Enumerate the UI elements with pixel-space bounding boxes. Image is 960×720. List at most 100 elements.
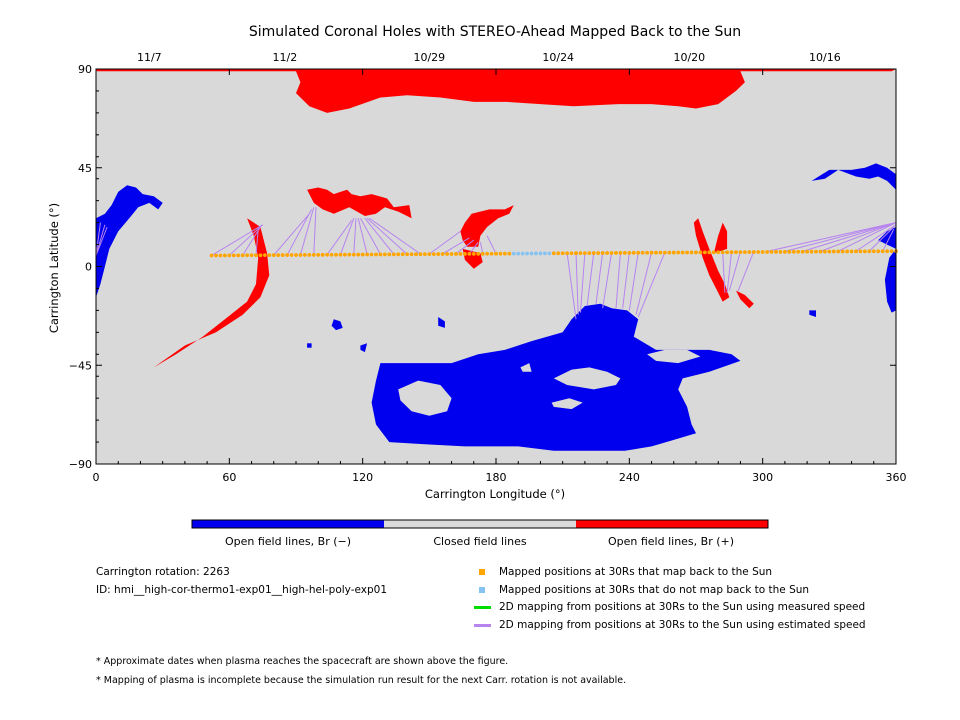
colorbar-positive xyxy=(576,520,768,528)
mapped-point-87 xyxy=(596,251,601,255)
measured-line-swatch xyxy=(474,606,491,609)
mapped-point-20 xyxy=(298,253,303,257)
mapped-point-51 xyxy=(436,252,441,256)
mapping-line-38 xyxy=(784,222,897,252)
mapped-point-9 xyxy=(249,253,254,258)
note-incomplete: * Mapping of plasma is incomplete becaus… xyxy=(96,675,627,686)
coronal-hole-negative-14 xyxy=(809,310,816,317)
date-label-2: 10/29 xyxy=(413,51,445,64)
x-tick-label-180: 180 xyxy=(486,471,507,484)
unmapped-point-71 xyxy=(525,251,530,256)
mapped-point-39 xyxy=(382,252,387,257)
mapped-point-98 xyxy=(645,250,650,255)
y-tick-label--90: −90 xyxy=(69,458,92,471)
mapped-point-141 xyxy=(836,249,841,254)
mapping-line-1 xyxy=(228,224,264,256)
coronal-hole-positive-1 xyxy=(307,187,412,219)
note-dates: * Approximate dates when plasma reaches … xyxy=(96,656,509,667)
unmapped-point-68 xyxy=(511,251,516,256)
run-id-text: ID: hmi__high-cor-thermo1-exp01__high-he… xyxy=(96,584,388,596)
mapped-point-28 xyxy=(334,252,338,257)
mapping-line-36 xyxy=(737,251,755,291)
mapping-line-11 xyxy=(357,218,368,255)
mapped-point-146 xyxy=(858,249,863,254)
unmapped-swatch xyxy=(479,587,485,593)
mapping-line-17 xyxy=(442,237,470,255)
mapping-line-18 xyxy=(455,239,475,255)
mapped-point-86 xyxy=(591,251,596,255)
mapping-line-13 xyxy=(364,217,395,255)
mapped-point-4 xyxy=(227,253,232,258)
coronal-hole-positive-2 xyxy=(460,205,514,247)
mapped-point-62 xyxy=(485,251,490,256)
colorbar-negative xyxy=(192,520,384,528)
mapped-point-116 xyxy=(725,250,730,255)
mapped-point-135 xyxy=(809,249,814,254)
mapped-point-124 xyxy=(760,250,765,254)
mapped-point-59 xyxy=(471,251,476,256)
mapped-point-131 xyxy=(791,249,796,254)
coronal-hole-negative-12 xyxy=(878,227,896,249)
mapping-line-24 xyxy=(579,252,586,313)
mapping-line-30 xyxy=(628,252,639,311)
plot-area: 0 60 120 180 240 300 360 −90 −45 0 45 90 11/7 11/2 10/… xyxy=(69,51,907,484)
mapped-point-54 xyxy=(449,252,454,256)
x-tick-label-0: 0 xyxy=(93,471,100,484)
mapping-line-0 xyxy=(211,224,263,256)
mapped-point-133 xyxy=(800,249,805,254)
mapped-point-77 xyxy=(551,251,556,256)
mapped-point-117 xyxy=(729,250,734,255)
x-tick-label-240: 240 xyxy=(619,471,640,484)
mapped-point-112 xyxy=(707,250,712,255)
mapped-point-140 xyxy=(831,249,836,254)
mapped-point-32 xyxy=(351,252,356,257)
mapped-point-115 xyxy=(720,250,725,255)
coronal-hole-positive-0 xyxy=(96,69,896,113)
mapped-point-102 xyxy=(662,250,667,255)
mapped-point-58 xyxy=(467,251,472,256)
mapped-point-80 xyxy=(565,251,570,256)
unmapped-point-74 xyxy=(538,251,543,256)
x-tick-label-300: 300 xyxy=(752,471,773,484)
date-label-5: 10/16 xyxy=(809,51,841,64)
carrington-rotation-text: Carrington rotation: 2263 xyxy=(96,566,230,578)
mapped-point-105 xyxy=(676,250,681,255)
mapping-line-2 xyxy=(242,226,261,256)
mapping-line-45 xyxy=(95,222,101,256)
mapping-line-44 xyxy=(882,228,895,252)
mapped-point-110 xyxy=(698,250,703,255)
closed-island-4 xyxy=(520,363,532,372)
mapped-point-53 xyxy=(445,252,450,256)
mapped-point-114 xyxy=(716,250,721,255)
mapped-point-144 xyxy=(849,249,854,254)
mapped-point-90 xyxy=(609,251,614,255)
mapped-point-66 xyxy=(502,251,507,256)
closed-island-3 xyxy=(647,349,701,364)
mapping-line-40 xyxy=(820,222,897,252)
mapping-line-21 xyxy=(486,235,497,254)
mapping-line-41 xyxy=(838,222,897,252)
mapped-point-57 xyxy=(462,252,467,256)
mapped-point-11 xyxy=(258,253,263,258)
mapped-point-83 xyxy=(578,251,583,256)
mapped-point-40 xyxy=(387,252,392,257)
mapped-point-153 xyxy=(889,249,894,254)
mapping-line-15 xyxy=(369,217,421,255)
mapped-point-16 xyxy=(280,253,285,257)
mapped-point-138 xyxy=(822,249,827,254)
mapped-point-24 xyxy=(316,252,321,257)
mapped-point-149 xyxy=(871,249,876,254)
mapped-point-145 xyxy=(854,249,858,254)
mapped-point-31 xyxy=(347,252,352,257)
mapping-line-22 xyxy=(566,252,577,320)
mapped-point-18 xyxy=(289,253,294,257)
colorbar-closed xyxy=(384,520,576,528)
mapping-line-31 xyxy=(635,252,653,315)
chart-title: Simulated Coronal Holes with STEREO-Ahea… xyxy=(249,24,741,40)
mapped-point-2 xyxy=(218,253,223,258)
mapped-point-23 xyxy=(311,252,316,257)
mapped-point-17 xyxy=(285,253,290,257)
y-tick-label-45: 45 xyxy=(78,162,92,175)
mapping-line-19 xyxy=(468,242,479,255)
mapped-point-85 xyxy=(587,251,592,256)
